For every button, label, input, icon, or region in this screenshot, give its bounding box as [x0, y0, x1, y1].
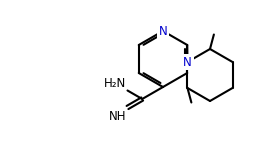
- Text: N: N: [159, 25, 168, 37]
- Text: H₂N: H₂N: [104, 76, 126, 90]
- Text: N: N: [183, 56, 192, 69]
- Text: NH: NH: [109, 110, 126, 122]
